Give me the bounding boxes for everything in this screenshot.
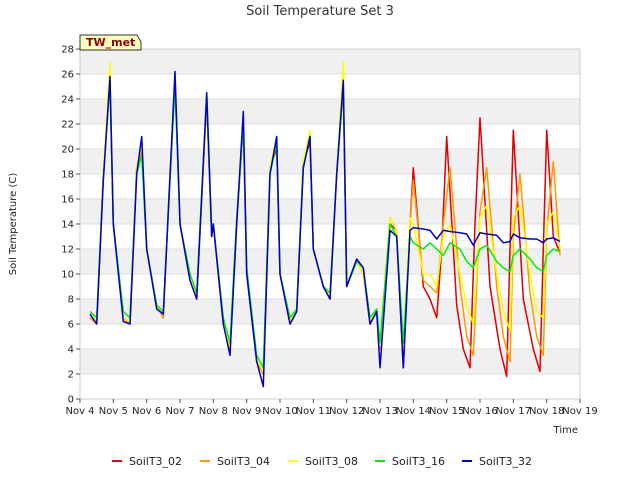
badge-shape [79,34,142,51]
x-axis-title: Time [553,425,578,436]
legend-label-SoilT3_04: SoilT3_04 [217,455,270,468]
x-tick-label: Nov 10 [262,406,297,417]
legend-label-SoilT3_08: SoilT3_08 [305,455,358,468]
y-tick-label: 14 [61,220,74,231]
y-tick-label: 18 [61,170,74,181]
x-tick-label: Nov 9 [232,406,261,417]
x-tick-label: Nov 8 [199,406,228,417]
x-tick-label: Nov 6 [132,406,161,417]
x-tick-label: Nov 17 [496,406,531,417]
x-tick-label: Nov 7 [165,406,194,417]
x-tick-label: Nov 18 [529,406,564,417]
y-tick-label: 2 [68,370,74,381]
grid-band [80,49,580,74]
y-tick-label: 28 [61,45,74,56]
grid-band [80,149,580,174]
legend: SoilT3_02 SoilT3_04 SoilT3_08 SoilT3_16 Soil… [112,455,532,468]
grid-band [80,249,580,274]
grid-band [80,199,580,224]
series-lines [89,60,561,388]
chart-title: Soil Temperature Set 3 [246,4,394,19]
grid-band [80,349,580,374]
x-tick-label: Nov 4 [65,406,94,417]
x-tick-label: Nov 16 [462,406,497,417]
y-tick-label: 22 [61,120,74,131]
legend-label-SoilT3_32: SoilT3_32 [479,455,532,468]
y-tick-label: 20 [61,145,74,156]
y-axis-title: Soil Temperature (C) [8,173,19,276]
series-line-SoilT3_32 [89,70,561,388]
x-tick-label: Nov 5 [99,406,128,417]
y-tick-label: 12 [61,245,74,256]
x-tick-label: Nov 11 [296,406,331,417]
station-badge: TW_met [79,34,142,51]
x-axis-ticks: Nov 4 Nov 5 Nov 6 Nov 7 Nov 8 Nov 9 Nov 10Nov … [65,399,598,417]
x-tick-label: Nov 15 [429,406,464,417]
y-tick-label: 6 [68,320,74,331]
badge-text: TW_met [86,36,135,49]
y-tick-label: 4 [68,345,74,356]
y-tick-label: 24 [61,95,74,106]
legend-label-SoilT3_02: SoilT3_02 [129,455,182,468]
y-tick-label: 10 [61,270,74,281]
y-tick-label: 0 [68,395,74,406]
y-tick-label: 16 [61,195,74,206]
x-tick-label: Nov 12 [329,406,364,417]
grid-bands [80,48,580,400]
legend-label-SoilT3_16: SoilT3_16 [392,455,445,468]
y-tick-label: 26 [61,70,74,81]
x-tick-label: Nov 14 [396,406,431,417]
y-tick-label: 8 [68,295,74,306]
grid-band [80,99,580,124]
x-tick-label: Nov 13 [362,406,397,417]
x-tick-label: Nov 19 [562,406,597,417]
